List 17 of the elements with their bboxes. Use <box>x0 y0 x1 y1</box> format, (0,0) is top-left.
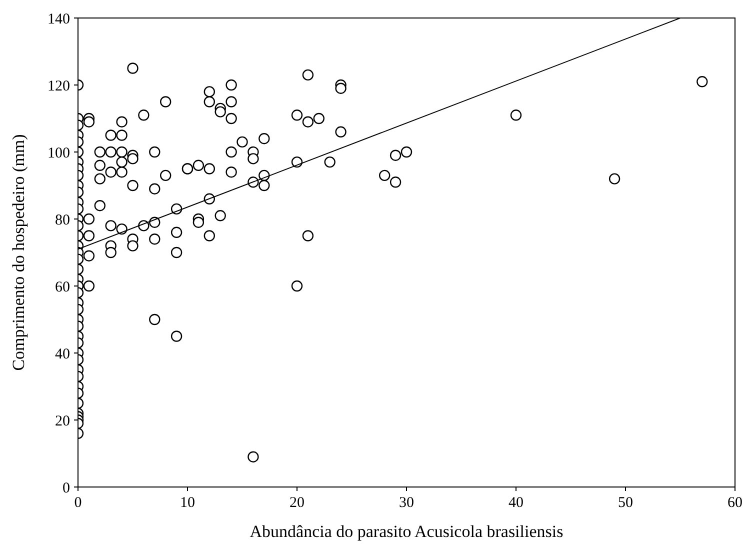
x-tick-label: 0 <box>74 495 82 511</box>
y-tick-label: 80 <box>55 212 70 228</box>
y-tick-label: 140 <box>48 11 70 28</box>
y-tick-label: 20 <box>55 413 70 430</box>
x-tick-label: 30 <box>399 495 414 511</box>
x-tick-label: 60 <box>728 495 742 511</box>
y-tick-label: 100 <box>48 145 70 162</box>
x-tick-label: 40 <box>508 495 524 511</box>
y-axis-title: Comprimento do hospedeiro (mm) <box>9 134 28 371</box>
y-tick-label: 120 <box>48 78 70 94</box>
x-tick-label: 20 <box>290 495 304 511</box>
y-tick-label: 40 <box>55 346 70 362</box>
x-tick-label: 10 <box>180 495 195 511</box>
x-tick-label: 50 <box>618 495 633 511</box>
y-tick-label: 60 <box>55 279 70 296</box>
x-axis-title: Abundância do parasito Acusicola brasiliensis <box>250 522 564 541</box>
y-tick-label: 0 <box>62 480 70 496</box>
